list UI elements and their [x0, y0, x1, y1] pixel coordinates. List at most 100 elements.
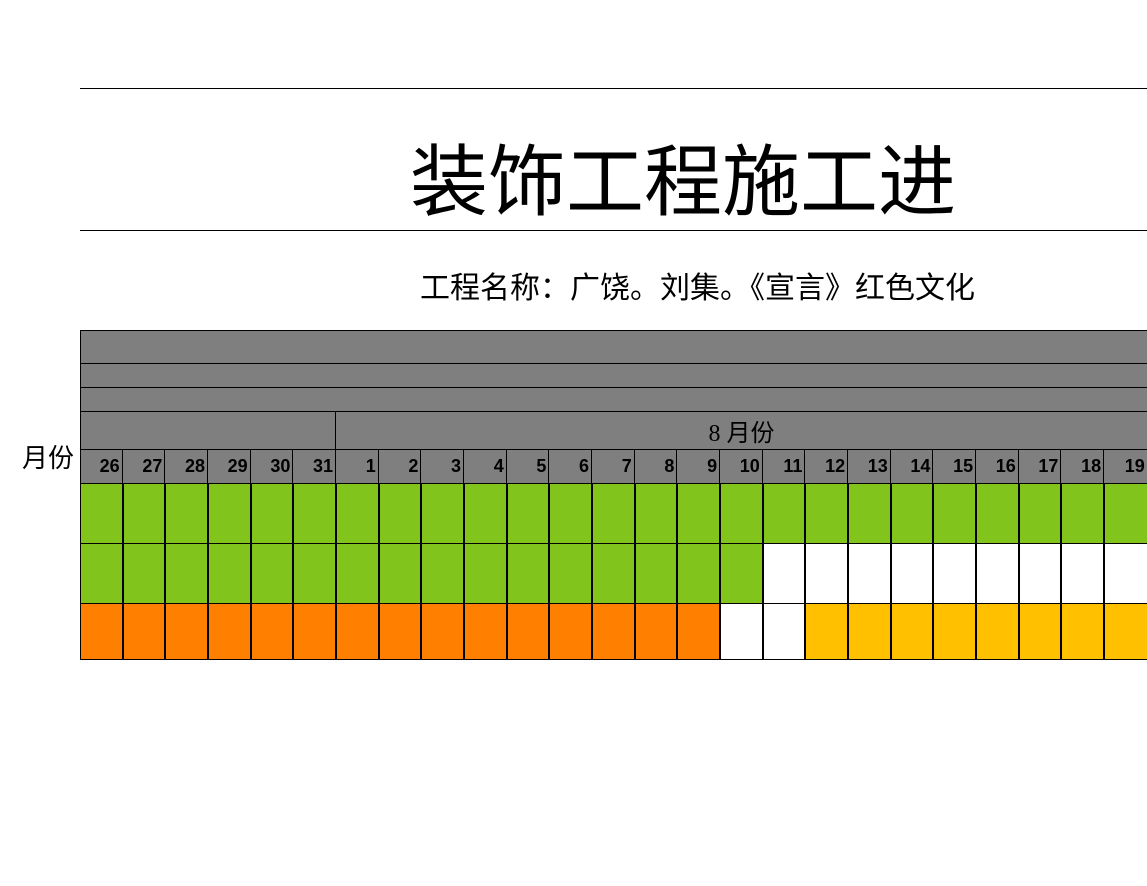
task-cell — [421, 484, 464, 543]
task-cell — [165, 484, 208, 543]
task-row — [80, 544, 1147, 604]
month-label-left: 月份 — [22, 438, 74, 475]
task-cell — [805, 604, 848, 659]
task-cell — [592, 604, 635, 659]
task-cell — [80, 484, 123, 543]
month-row: 8 月份 — [80, 412, 1147, 450]
task-cell — [251, 484, 294, 543]
day-cell: 5 — [507, 450, 550, 483]
header-row-3 — [80, 388, 1147, 412]
day-cell: 13 — [848, 450, 891, 483]
task-cell — [549, 604, 592, 659]
task-cell — [379, 484, 422, 543]
header-row-2 — [80, 364, 1147, 388]
task-cell — [891, 604, 934, 659]
project-subtitle: 工程名称：广饶。刘集。《宣言》红色文化 — [420, 263, 975, 307]
task-cell — [933, 484, 976, 543]
task-cell — [891, 544, 934, 603]
day-row: 2627282930311234567891011121314151617181… — [80, 450, 1147, 484]
gantt-header: 8 月份 26272829303112345678910111213141516… — [80, 330, 1147, 484]
task-cell — [80, 604, 123, 659]
task-cell — [293, 544, 336, 603]
day-cell: 1 — [336, 450, 379, 483]
day-cell: 28 — [165, 450, 208, 483]
task-cell — [891, 484, 934, 543]
task-cell — [1061, 484, 1104, 543]
task-cell — [677, 544, 720, 603]
task-cell — [848, 544, 891, 603]
day-cell: 7 — [592, 450, 635, 483]
task-cell — [293, 604, 336, 659]
task-cell — [1061, 604, 1104, 659]
day-cell: 31 — [293, 450, 336, 483]
task-cell — [208, 604, 251, 659]
day-cell: 17 — [1019, 450, 1062, 483]
task-cell — [123, 604, 166, 659]
task-cell — [379, 604, 422, 659]
task-cell — [507, 484, 550, 543]
task-cell — [677, 484, 720, 543]
task-cell — [1019, 484, 1062, 543]
task-cell — [1019, 604, 1062, 659]
gantt-chart: 8 月份 26272829303112345678910111213141516… — [80, 330, 1147, 660]
task-cell — [720, 544, 763, 603]
task-cell — [976, 544, 1019, 603]
task-cell — [507, 544, 550, 603]
day-cell: 4 — [464, 450, 507, 483]
day-cell: 29 — [208, 450, 251, 483]
task-cell — [720, 484, 763, 543]
task-cell — [464, 484, 507, 543]
task-cell — [1019, 544, 1062, 603]
task-cell — [208, 484, 251, 543]
task-cell — [336, 484, 379, 543]
task-cell — [1104, 544, 1147, 603]
day-cell: 11 — [763, 450, 806, 483]
task-cell — [336, 604, 379, 659]
task-cell — [549, 484, 592, 543]
day-cell: 16 — [976, 450, 1019, 483]
task-cell — [933, 604, 976, 659]
task-cell — [976, 484, 1019, 543]
day-cell: 8 — [635, 450, 678, 483]
task-cell — [507, 604, 550, 659]
page-title: 装饰工程施工进 — [410, 120, 956, 232]
task-cell — [933, 544, 976, 603]
task-cell — [464, 604, 507, 659]
day-cell: 18 — [1061, 450, 1104, 483]
task-row — [80, 604, 1147, 660]
task-cell — [421, 544, 464, 603]
month-cell-prev — [80, 412, 336, 449]
day-cell: 15 — [933, 450, 976, 483]
task-cell — [1104, 484, 1147, 543]
day-cell: 10 — [720, 450, 763, 483]
month-cell-aug: 8 月份 — [336, 412, 1147, 449]
task-cell — [677, 604, 720, 659]
task-cell — [251, 604, 294, 659]
day-cell: 6 — [549, 450, 592, 483]
task-cell — [976, 604, 1019, 659]
day-cell: 14 — [891, 450, 934, 483]
task-row — [80, 484, 1147, 544]
task-cell — [123, 544, 166, 603]
task-cell — [421, 604, 464, 659]
task-cell — [635, 484, 678, 543]
day-cell: 3 — [421, 450, 464, 483]
task-cell — [763, 604, 806, 659]
task-cell — [848, 484, 891, 543]
day-cell: 19 — [1104, 450, 1147, 483]
task-cell — [763, 544, 806, 603]
task-cell — [208, 544, 251, 603]
task-cell — [165, 544, 208, 603]
task-cell — [720, 604, 763, 659]
task-cell — [635, 604, 678, 659]
task-cell — [123, 484, 166, 543]
day-cell: 2 — [379, 450, 422, 483]
task-cell — [1104, 604, 1147, 659]
day-cell: 9 — [677, 450, 720, 483]
task-cell — [336, 544, 379, 603]
day-cell: 26 — [80, 450, 123, 483]
task-cell — [1061, 544, 1104, 603]
task-cell — [549, 544, 592, 603]
task-cell — [805, 544, 848, 603]
task-cell — [848, 604, 891, 659]
